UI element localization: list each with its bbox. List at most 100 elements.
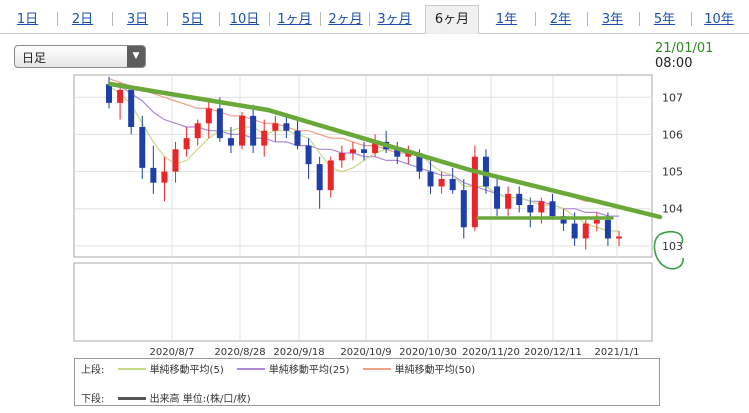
timestamp-time: 08:00 (655, 56, 693, 71)
timestamp-date: 21/01/01 (655, 41, 714, 56)
tab-separator (587, 12, 588, 26)
legend-item-volume: 出来高 単位:(株/口/枚) (149, 394, 251, 405)
x-tick-label: 2020/11/20 (462, 347, 520, 358)
chart-legend: 上段: 単純移動平均(5) 単純移動平均(25) 単純移動平均(50) 下段: … (74, 358, 660, 406)
candle-body (316, 164, 323, 191)
candle-interval-select[interactable]: 日足 ▼ (14, 45, 146, 68)
legend-item-sma50: 単純移動平均(50) (394, 365, 476, 376)
candle-body (161, 171, 168, 183)
legend-item-sma25: 単純移動平均(25) (268, 365, 350, 376)
candle-body (394, 149, 401, 157)
x-tick-label: 2020/8/7 (150, 347, 195, 358)
price-plot-area (73, 74, 653, 258)
legend-lower-row: 下段: 出来高 単位:(株/口/枚) (81, 390, 251, 405)
candle-body (239, 115, 246, 146)
tab-separator (639, 12, 640, 26)
y-tick-label: 105 (662, 166, 683, 179)
tab-13[interactable]: 10年 (704, 12, 734, 27)
candle-body (571, 223, 578, 239)
x-tick-label: 2020/10/9 (340, 347, 391, 358)
x-tick-label: 2020/12/11 (524, 347, 582, 358)
tab-12[interactable]: 5年 (653, 12, 676, 27)
tab-separator (57, 12, 58, 26)
price-chart: 2020/8/7 2020/8/28 2020/9/18 2020/10/9 2020/… (73, 74, 684, 358)
candle-interval-value: 日足 (22, 51, 47, 65)
candle-body (250, 115, 257, 146)
candle-body (183, 138, 190, 150)
candle-body (549, 201, 556, 217)
candle-body (305, 145, 312, 165)
y-tick-label: 103 (662, 240, 683, 253)
x-tick-label: 2020/9/18 (273, 347, 324, 358)
tab-separator (320, 12, 321, 26)
candle-body (106, 84, 112, 103)
legend-upper-label: 上段: (81, 365, 105, 376)
y-tick-label: 107 (662, 91, 683, 104)
candle-body (582, 223, 589, 239)
tab-1[interactable]: 2日 (71, 12, 94, 27)
tab-10[interactable]: 2年 (549, 12, 572, 27)
candle-body (194, 123, 201, 139)
candle-body (205, 108, 212, 124)
tab-0[interactable]: 1日 (16, 12, 39, 27)
annotation-circle (653, 230, 684, 270)
candle-body (216, 108, 223, 139)
candle-body (139, 127, 146, 168)
candle-body (593, 219, 600, 224)
candle-body (128, 89, 135, 127)
tab-3[interactable]: 5日 (181, 12, 204, 27)
candle-body (227, 138, 234, 146)
candle-body (327, 160, 334, 191)
tab-11[interactable]: 3年 (601, 12, 624, 27)
candle-body (560, 216, 567, 224)
x-tick-label: 2020/10/30 (399, 347, 457, 358)
chart-timestamp: 21/01/01 08:00 (655, 41, 749, 71)
tab-7[interactable]: 3ヶ月 (377, 12, 412, 27)
legend-swatch-volume (117, 396, 146, 400)
candle-body (349, 149, 356, 153)
candle-body (527, 205, 534, 213)
tab-8[interactable]: 6ヶ月 (425, 5, 479, 34)
candle-body (338, 153, 345, 161)
candle-body (372, 141, 379, 153)
candle-body (482, 156, 489, 187)
tab-separator (369, 12, 370, 26)
tab-separator (535, 12, 536, 26)
volume-plot-area (73, 262, 653, 342)
candle-body (361, 149, 367, 153)
candle-body (438, 179, 445, 187)
tab-2[interactable]: 3日 (126, 12, 149, 27)
candle-body (471, 156, 478, 228)
x-tick-label: 2021/1/1 (595, 347, 640, 358)
y-tick-label: 106 (662, 128, 683, 141)
chevron-down-icon[interactable]: ▼ (127, 46, 145, 67)
candle-body (505, 193, 512, 209)
trendline-resistance (107, 81, 663, 220)
legend-lower-label: 下段: (81, 394, 105, 405)
candle-body (616, 236, 622, 239)
legend-swatch-sma5 (117, 368, 146, 370)
candle-body (604, 219, 611, 239)
candle-body (261, 130, 268, 146)
tab-4[interactable]: 10日 (229, 12, 260, 27)
candle-body (405, 153, 412, 157)
candle-body (449, 179, 456, 191)
legend-swatch-sma50 (362, 368, 391, 370)
candle-body (294, 130, 301, 146)
candle-body (538, 201, 545, 213)
legend-upper-row: 上段: 単純移動平均(5) 単純移動平均(25) 単純移動平均(50) (81, 361, 475, 376)
tab-5[interactable]: 1ヶ月 (277, 12, 312, 27)
legend-item-sma5: 単純移動平均(5) (149, 365, 224, 376)
tab-6[interactable]: 2ヶ月 (328, 12, 363, 27)
candle-body (460, 190, 467, 228)
x-tick-label: 2020/8/28 (214, 347, 265, 358)
candle-body (494, 186, 501, 209)
candle-body (516, 193, 523, 205)
period-tab-bar: 1日 2日 3日 5日 10日 1ヶ月 2ヶ月 3ヶ月 6ヶ月 1年 2年 3年 5年 10年 (0, 0, 749, 34)
candle-body (427, 171, 434, 187)
y-tick-label: 104 (662, 203, 683, 216)
tab-9[interactable]: 1年 (495, 12, 518, 27)
candle-body (283, 123, 290, 131)
candle-body (416, 153, 423, 172)
candle-body (172, 149, 179, 172)
